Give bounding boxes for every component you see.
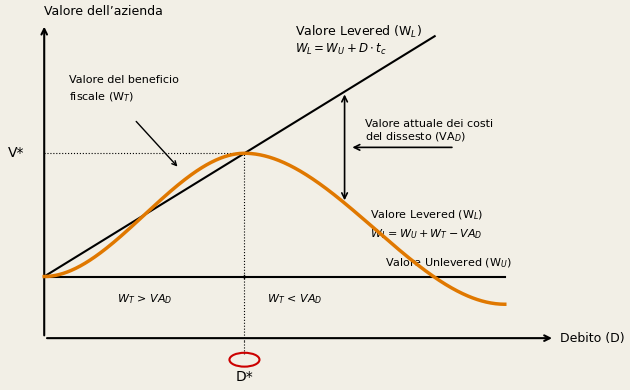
Text: $W_T$ > $VA_D$: $W_T$ > $VA_D$ (117, 292, 172, 306)
Text: Valore Levered (W$_L$): Valore Levered (W$_L$) (294, 24, 421, 40)
Text: D*: D* (236, 370, 253, 385)
Text: Valore Levered (W$_L$): Valore Levered (W$_L$) (370, 209, 483, 222)
Text: del dissesto (VA$_D$): del dissesto (VA$_D$) (365, 131, 466, 144)
Text: V*: V* (8, 146, 24, 160)
Text: Valore attuale dei costi: Valore attuale dei costi (365, 119, 493, 129)
Text: Debito (D): Debito (D) (560, 332, 624, 345)
Text: Valore del beneficio: Valore del beneficio (69, 76, 179, 85)
Text: Valore dell’azienda: Valore dell’azienda (44, 5, 163, 18)
Text: $W_L = W_U + W_T - VA_D$: $W_L = W_U + W_T - VA_D$ (370, 227, 482, 241)
Text: $W_L = W_U + D \cdot t_c$: $W_L = W_U + D \cdot t_c$ (294, 43, 386, 57)
Text: Valore Unlevered (W$_U$): Valore Unlevered (W$_U$) (385, 257, 512, 270)
Text: fiscale (W$_T$): fiscale (W$_T$) (69, 90, 134, 104)
Text: $W_T$ < $VA_D$: $W_T$ < $VA_D$ (267, 292, 322, 306)
